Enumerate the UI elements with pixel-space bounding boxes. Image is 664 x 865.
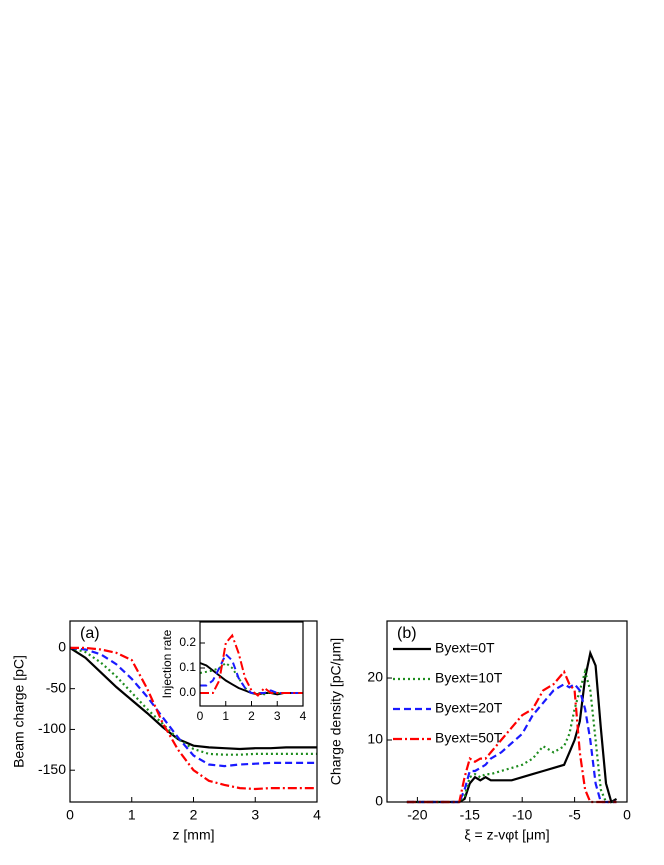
x-tick-label: 0 bbox=[197, 709, 204, 723]
data-line bbox=[406, 649, 618, 804]
x-tick-label: 3 bbox=[251, 807, 259, 823]
legend-label: Byext=20T bbox=[435, 700, 503, 716]
x-tick-label: -15 bbox=[460, 807, 480, 823]
x-tick-label: 1 bbox=[222, 709, 229, 723]
data-line bbox=[69, 646, 317, 756]
y-tick-label: -100 bbox=[38, 720, 66, 736]
legend-label: Byext=10T bbox=[435, 670, 503, 686]
y-axis-label: Beam charge [pC] bbox=[11, 655, 27, 768]
x-tick-label: -20 bbox=[407, 807, 427, 823]
y-axis-label: Injection rate bbox=[160, 629, 174, 698]
legend-label: Byext=0T bbox=[435, 640, 495, 656]
x-tick-label: -5 bbox=[568, 807, 581, 823]
x-tick-label: 0 bbox=[66, 807, 74, 823]
data-line bbox=[200, 633, 303, 697]
y-tick-label: 0.0 bbox=[179, 685, 196, 699]
data-line bbox=[406, 667, 617, 804]
data-line bbox=[406, 669, 617, 804]
plot-frame bbox=[199, 621, 304, 707]
plot-frame bbox=[69, 620, 318, 803]
data-line bbox=[70, 646, 317, 791]
y-axis-label: Charge density [pC/μm] bbox=[328, 638, 344, 785]
legend-label: Byext=50T bbox=[435, 730, 503, 746]
panel-label: (b) bbox=[397, 625, 417, 642]
y-tick-label: 10 bbox=[367, 731, 383, 747]
x-tick-label: 4 bbox=[300, 709, 307, 723]
x-tick-label: 2 bbox=[190, 807, 198, 823]
data-line bbox=[406, 682, 617, 804]
data-line bbox=[69, 646, 317, 768]
y-tick-label: 0.1 bbox=[179, 660, 196, 674]
y-tick-label: 0.2 bbox=[179, 635, 196, 649]
plot-frame bbox=[386, 620, 628, 803]
x-axis-label: ξ = z-vφt [μm] bbox=[464, 827, 549, 843]
x-tick-label: 1 bbox=[128, 807, 136, 823]
y-tick-label: 20 bbox=[367, 669, 383, 685]
y-tick-label: -50 bbox=[46, 679, 66, 695]
y-tick-label: 0 bbox=[58, 639, 66, 655]
x-tick-label: 3 bbox=[274, 709, 281, 723]
x-tick-label: 4 bbox=[313, 807, 321, 823]
panel-label: (a) bbox=[80, 625, 100, 642]
data-line bbox=[69, 646, 317, 751]
y-tick-label: 0 bbox=[375, 793, 383, 809]
x-axis-label: z [mm] bbox=[173, 827, 215, 843]
x-tick-label: -10 bbox=[512, 807, 532, 823]
y-tick-label: -150 bbox=[38, 761, 66, 777]
x-tick-label: 0 bbox=[623, 807, 631, 823]
x-tick-label: 2 bbox=[248, 709, 255, 723]
